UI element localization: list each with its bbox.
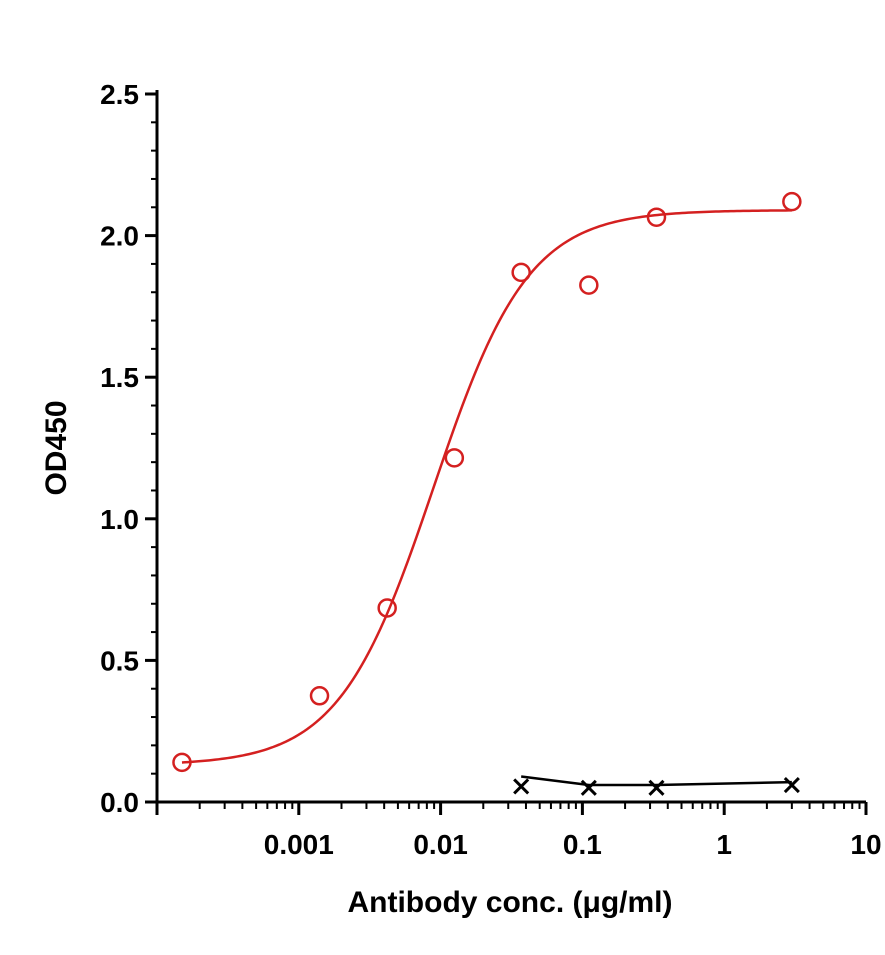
data-point-series-1: [646, 207, 667, 227]
y-tick-label: 2.0: [100, 221, 139, 252]
x-tick-label: 0.001: [264, 829, 334, 860]
data-point-series-1: [377, 598, 397, 618]
x-tick-label: 10: [850, 829, 881, 860]
series-layer: [172, 191, 802, 796]
line-series-2: [521, 775, 792, 787]
x-tick-label: 1: [716, 829, 732, 860]
y-tick-label: 0.0: [100, 787, 139, 818]
data-point-series-2: [513, 778, 530, 795]
data-point-series-1: [172, 752, 192, 773]
data-point-series-1: [444, 448, 465, 468]
x-marker-stroke: [648, 779, 665, 796]
y-tick-label: 1.0: [100, 504, 139, 535]
y-tick-label: 1.5: [100, 362, 139, 393]
data-point-series-1: [782, 191, 802, 212]
x-marker-stroke: [580, 779, 597, 796]
data-point-series-2: [648, 779, 665, 796]
x-tick-label: 0.1: [563, 829, 602, 860]
data-point-series-2: [580, 779, 597, 796]
x-marker-stroke: [513, 778, 530, 795]
y-tick-label: 2.5: [100, 79, 139, 110]
data-point-series-1: [511, 262, 531, 283]
y-tick-label: 0.5: [100, 645, 139, 676]
y-axis-title: OD450: [40, 400, 73, 495]
x-marker-stroke: [783, 776, 800, 794]
x-tick-label: 0.01: [413, 829, 468, 860]
axes: 0.0 0.5 1.0 1.5 2.0 2.5 0.001 0.01 0.1 1 10: [100, 79, 882, 860]
data-point-series-1: [309, 686, 330, 706]
fit-curve-series-1: [181, 209, 792, 764]
data-point-series-1: [579, 275, 599, 295]
x-axis-title: Antibody conc. (μg/ml): [347, 886, 672, 919]
data-point-series-2: [783, 776, 800, 794]
